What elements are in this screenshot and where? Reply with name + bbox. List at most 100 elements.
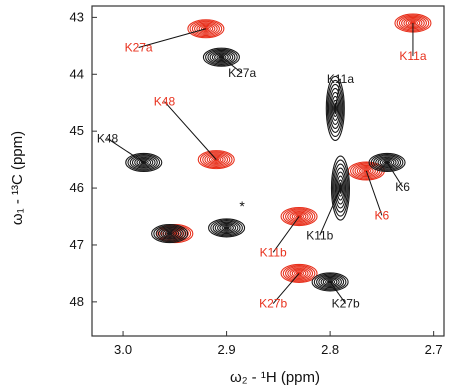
black-label-K48: K48: [97, 132, 119, 146]
black-contour-ring: [157, 227, 182, 240]
red-contour-ring: [208, 155, 224, 164]
black-contour-ring: [316, 274, 345, 290]
red-contour-ring: [200, 25, 211, 32]
black-peak-core: [326, 280, 334, 284]
red-contour-ring: [356, 165, 376, 177]
red-peak-K27b-5: [280, 263, 318, 283]
black-contour-ring: [208, 218, 246, 238]
black-contour-ring: [331, 95, 340, 121]
black-contour-ring: [373, 155, 402, 170]
black-contour-ring: [138, 159, 149, 166]
red-contour-ring: [285, 266, 314, 281]
black-peak-K27a-0: [202, 47, 240, 67]
red-leader-K48: [164, 101, 217, 160]
black-contour-ring: [334, 167, 347, 209]
x-tick-label: 3.0: [114, 342, 132, 357]
red-contour-ring: [199, 151, 233, 169]
red-contour-ring: [206, 154, 226, 165]
red-contour-ring: [287, 267, 311, 280]
red-peak-K48-2: [197, 150, 235, 170]
red-leader-K27a: [138, 28, 207, 48]
red-contour-ring: [202, 152, 231, 167]
black-peak-K11b-3: [330, 155, 351, 221]
x-axis-ticks: 3.0 2.9 2.8 2.7: [114, 331, 443, 357]
black-contour-ring: [311, 272, 349, 292]
y-tick-label: 46: [70, 180, 84, 195]
black-contour-ring: [329, 87, 342, 129]
y-axis-label: ω₁ - ¹³C (ppm): [9, 131, 26, 225]
red-label-K48: K48: [154, 95, 176, 109]
red-peak-core: [363, 169, 370, 173]
black-contour-ring: [322, 277, 338, 286]
y-tick-label: 48: [70, 294, 84, 309]
y-tick-label: 44: [70, 66, 84, 81]
black-label-K6: K6: [395, 180, 410, 194]
y-axis-ticks: 43 44 45 46 47 48: [70, 9, 97, 309]
black-contour-ring: [375, 156, 399, 169]
red-leader-K27b: [272, 273, 300, 304]
black-peak-unlabeled-7: [208, 218, 246, 238]
black-contour-ring: [377, 157, 397, 168]
black-leader-K27b: [329, 281, 347, 304]
black-contour-ring: [382, 159, 393, 166]
black-peak-unlabeled-6: [151, 224, 189, 244]
black-contour-ring: [212, 220, 241, 236]
black-contour-ring: [127, 154, 161, 171]
black-label-K27a: K27a: [228, 66, 256, 80]
black-contour-ring: [336, 175, 345, 201]
red-leader-K11b: [272, 216, 300, 253]
red-contour-ring: [287, 210, 311, 223]
red-peak-K27a-0: [187, 19, 225, 39]
black-contour-ring: [207, 49, 236, 65]
black-label-K11a: K11a: [327, 72, 354, 86]
red-contour-ring: [191, 21, 220, 37]
black-contour-ring: [153, 225, 186, 243]
black-contour-ring: [335, 171, 346, 205]
black-contour-ring: [125, 152, 163, 173]
peak-labels: K27a K11a K48 K11b K6 K27b K27a K11a K48 K6 K11b K2…: [97, 41, 427, 311]
black-peak-K27b-5: [311, 272, 349, 292]
red-contour-ring: [294, 270, 305, 277]
red-contour-ring: [194, 22, 218, 35]
black-contour-ring: [202, 47, 240, 67]
red-contour-ring: [198, 24, 214, 33]
black-contour-ring: [211, 52, 231, 63]
x-axis-label: ω₂ - ¹H (ppm): [230, 369, 320, 386]
black-contour-ring: [325, 279, 336, 285]
red-contour-ring: [162, 227, 187, 240]
red-contour-ring: [361, 168, 372, 174]
red-contour-ring: [197, 150, 235, 170]
red-contour-ring: [289, 211, 309, 222]
black-leader-K11b: [319, 187, 341, 236]
black-peak-core: [166, 231, 173, 236]
black-contour-ring: [325, 75, 345, 141]
plot-frame: [91, 5, 445, 337]
red-contour-ring: [196, 23, 216, 34]
black-contour-ring: [219, 223, 234, 232]
black-contour-ring: [327, 83, 343, 133]
black-contour-ring: [162, 229, 177, 238]
black-contour-ring: [214, 53, 229, 62]
red-peak-K11b-4: [280, 206, 318, 227]
black-peak-core: [223, 226, 230, 230]
black-leader-K6: [386, 162, 404, 188]
red-contour-ring: [291, 212, 307, 221]
black-contour-ring: [210, 219, 243, 237]
red-contour-ring: [354, 164, 379, 178]
black-contour-ring: [318, 275, 342, 289]
black-contour-ring: [136, 158, 152, 167]
black-contour-ring: [379, 158, 395, 167]
black-contour-ring: [214, 221, 239, 235]
red-contour-ring: [211, 156, 222, 163]
black-contour-ring: [155, 226, 184, 241]
black-leader-K48: [107, 138, 145, 163]
red-contour-ring: [280, 206, 318, 227]
red-contour-ring: [294, 213, 305, 220]
black-contour-ring: [320, 276, 340, 287]
black-contour-ring: [131, 156, 156, 169]
black-contour-ring: [209, 51, 234, 64]
red-label-K11a: K11a: [399, 49, 426, 63]
red-leader-K6: [365, 170, 383, 216]
red-contour-ring: [289, 268, 309, 279]
